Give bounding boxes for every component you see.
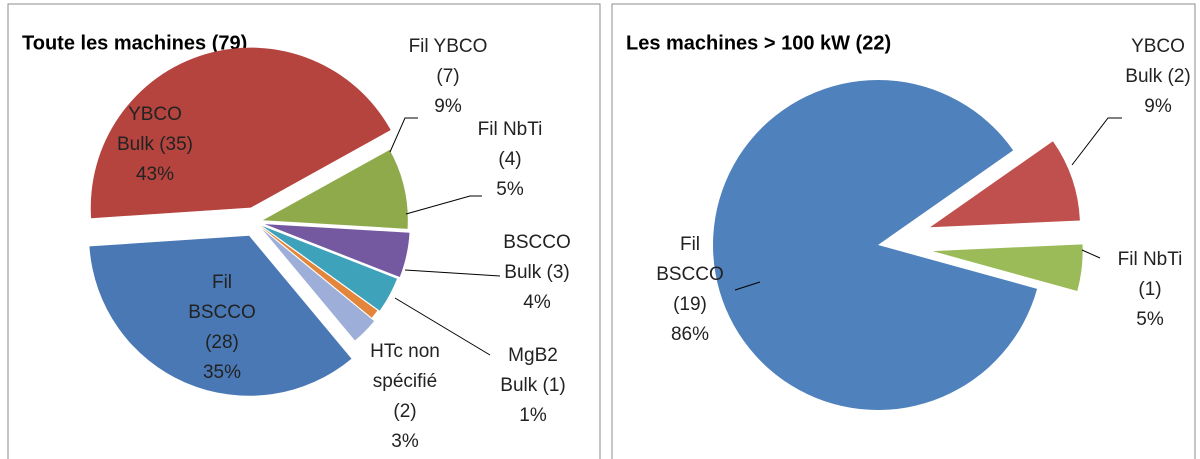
slice-label: Fil NbTi (4) [478, 119, 543, 170]
slice-label: YBCO Bulk (2) [1125, 36, 1190, 87]
slice-label: MgB2 Bulk (1) [500, 345, 565, 396]
pie-slice [259, 225, 378, 318]
leader-line [389, 117, 418, 153]
pie-slice [89, 235, 352, 396]
slice-label: BSCCO Bulk (3) [503, 232, 571, 283]
value-label: 3% [391, 431, 419, 452]
value-label: 5% [1136, 309, 1164, 330]
slice-label: Fil YBCO (7) [409, 36, 488, 87]
slice-label: YBCO Bulk (35) [117, 104, 193, 155]
value-label: 4% [523, 292, 551, 313]
slice-label: HTc non spécifié (2) [370, 341, 440, 422]
chart-title: Toute les machines (79) [22, 32, 247, 54]
leader-line [1071, 117, 1122, 166]
value-label: 5% [496, 179, 524, 200]
leader-line [394, 297, 491, 356]
pie-slice [712, 79, 1038, 410]
pie-slice [932, 244, 1083, 291]
slice-label: Fil BSCCO (28) [188, 272, 256, 353]
leader-line [404, 269, 501, 277]
pie-slice [930, 141, 1080, 228]
pie-slice [262, 229, 375, 341]
value-label: 43% [136, 164, 174, 185]
value-label: 9% [1144, 96, 1172, 117]
slice-label: Fil NbTi (1) [1118, 249, 1183, 300]
leader-line [734, 281, 761, 291]
slice-label: Fil BSCCO (19) [656, 234, 724, 315]
leader-line [1081, 249, 1101, 259]
pie-slice [90, 47, 391, 219]
value-label: 9% [434, 96, 462, 117]
pie-slice [264, 224, 410, 278]
pie-slice [262, 149, 408, 229]
chart-title: Les machines > 100 kW (22) [626, 32, 891, 54]
value-label: 35% [203, 362, 241, 383]
pie-slice [262, 225, 398, 311]
leader-line [405, 195, 482, 215]
value-label: 1% [519, 405, 547, 426]
value-label: 86% [671, 324, 709, 345]
